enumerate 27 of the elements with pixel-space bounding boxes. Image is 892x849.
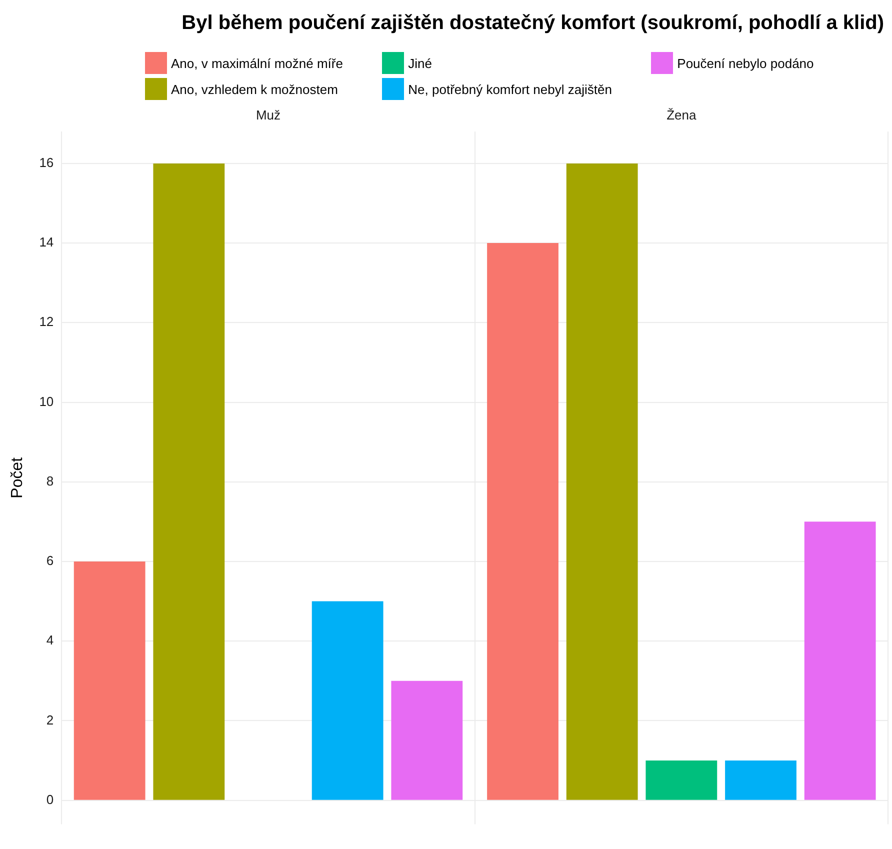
legend-label: Poučení nebylo podáno — [677, 56, 814, 70]
x-tick-label: Žena — [666, 107, 697, 122]
y-tick-label: 2 — [46, 712, 54, 728]
y-tick-label: 6 — [46, 553, 54, 568]
y-axis-title: Počet — [9, 456, 26, 498]
bar — [725, 760, 796, 800]
x-tick-label: Muž — [256, 107, 281, 122]
y-tick-label: 0 — [46, 792, 54, 807]
bar — [74, 561, 146, 800]
bar — [804, 522, 876, 800]
bar — [566, 163, 638, 800]
legend-label: Ano, v maximální možné míře — [171, 56, 343, 70]
y-tick-label: 4 — [46, 632, 54, 648]
y-tick-label: 14 — [39, 234, 54, 250]
y-tick-label: 12 — [39, 314, 54, 330]
bar — [312, 601, 384, 800]
bar — [487, 243, 558, 800]
bar — [153, 163, 225, 800]
y-tick-label: 16 — [39, 155, 54, 170]
chart-title: Byl během poučení zajištěn dostatečný komfort (soukromí, pohodlí a klid) — [180, 11, 885, 36]
bar — [391, 680, 463, 800]
legend-label: Ano, vzhledem k možnostem — [171, 82, 338, 96]
legend-label: Ne, potřebný komfort nebyl zajištěn — [408, 82, 612, 96]
y-tick-label: 10 — [39, 394, 54, 409]
bar — [646, 760, 718, 800]
y-tick-label: 8 — [46, 473, 54, 488]
legend-label: Jiné — [408, 56, 432, 70]
